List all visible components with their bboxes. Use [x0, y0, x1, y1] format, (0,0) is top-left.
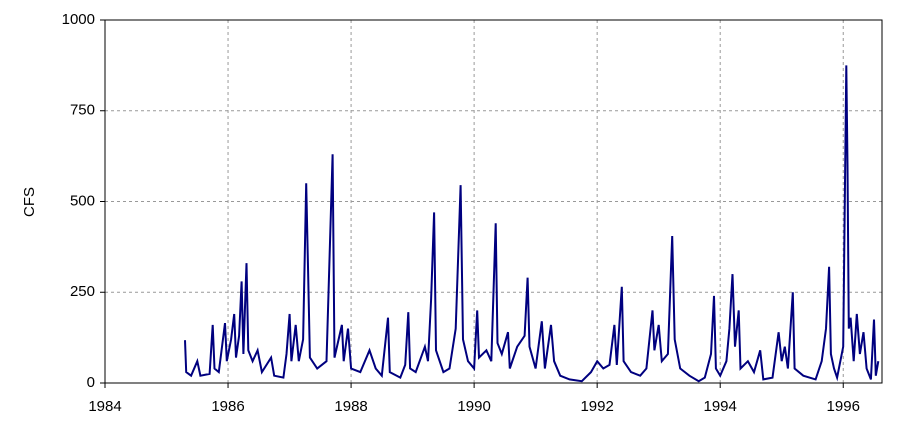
x-tick-label: 1990 [457, 398, 490, 415]
x-tick-label: 1992 [580, 398, 613, 415]
x-tick-label: 1996 [827, 398, 860, 415]
x-tick-label: 1984 [88, 398, 121, 415]
y-axis-label: CFS [21, 187, 38, 217]
x-tick-label: 1994 [704, 398, 737, 415]
x-tick-label: 1986 [211, 398, 244, 415]
y-tick-label: 0 [87, 374, 95, 391]
y-tick-label: 250 [70, 283, 95, 300]
y-tick-label: 500 [70, 192, 95, 209]
plot-frame [104, 19, 883, 384]
y-tick-label: 750 [70, 102, 95, 119]
x-tick-label: 1988 [334, 398, 367, 415]
data-line [184, 65, 880, 383]
y-tick-label: 1000 [62, 11, 95, 28]
